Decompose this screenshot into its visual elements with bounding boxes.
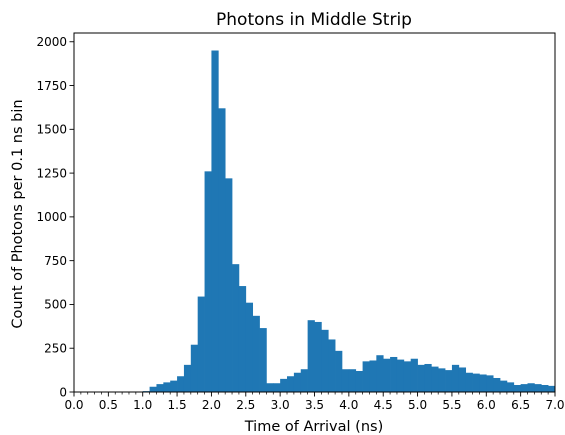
x-tick-label: 4.0 [339, 398, 358, 412]
histogram-bar [438, 368, 446, 392]
x-tick-label: 6.0 [477, 398, 496, 412]
histogram-bar [341, 369, 350, 392]
histogram-bar [232, 264, 240, 392]
y-tick-label: 2000 [36, 35, 67, 49]
histogram-bar [259, 328, 267, 392]
histogram-bar [321, 329, 329, 392]
histogram-bar [390, 356, 398, 392]
histogram-bar [548, 385, 556, 392]
x-tick-label: 4.5 [374, 398, 393, 412]
histogram-bar [486, 375, 494, 392]
y-tick-label: 1250 [36, 166, 67, 180]
histogram-bar [500, 380, 508, 392]
chart-title: Photons in Middle Strip [216, 10, 412, 30]
histogram-bar [383, 358, 391, 392]
histogram-bar [300, 369, 308, 392]
y-tick-label: 1500 [36, 123, 67, 137]
histogram-bar [541, 385, 549, 392]
histogram-bar [149, 386, 157, 392]
histogram-bar [493, 377, 501, 392]
x-tick-label: 1.0 [133, 398, 152, 412]
histogram-bar [328, 339, 336, 392]
histogram-bar [197, 296, 205, 392]
histogram-bars [142, 50, 556, 393]
x-axis-ticks: 0.0 0.5 1.0 1.5 2.0 2.5 3.0 3.5 4.0 4.5 5.0 5.5 6.0 6… [64, 392, 565, 412]
histogram-bar [287, 376, 295, 392]
histogram-bar [362, 361, 370, 392]
histogram-bar [376, 355, 384, 392]
histogram-bar [225, 178, 233, 392]
histogram-bar [293, 372, 302, 392]
histogram-bar [472, 373, 480, 392]
histogram-bar [273, 383, 281, 392]
histogram-bar [431, 366, 439, 392]
x-tick-label: 2.5 [236, 398, 255, 412]
histogram-bar [280, 378, 288, 392]
histogram-bar [204, 171, 212, 392]
histogram-bar [506, 382, 515, 392]
y-axis-title: Count of Photons per 0.1 ns bin [10, 99, 26, 328]
histogram-bar [424, 363, 432, 392]
histogram-bar [403, 361, 412, 392]
histogram-bar [266, 383, 274, 392]
x-tick-label: 0.0 [64, 398, 83, 412]
histogram-bar [458, 367, 467, 392]
y-axis-ticks: 0 250 500 750 1000 1250 1500 1750 2000 [36, 35, 74, 399]
histogram-bar [183, 364, 192, 392]
histogram-bar [314, 321, 322, 392]
x-axis-title: Time of Arrival (ns) [244, 419, 383, 435]
histogram-bar [396, 359, 405, 392]
histogram-bar [348, 369, 357, 392]
histogram-bar [534, 384, 542, 392]
x-tick-label: 6.5 [511, 398, 530, 412]
plot-frame [73, 32, 556, 393]
histogram-bar [520, 384, 528, 392]
x-tick-label: 7.0 [545, 398, 564, 412]
histogram-bar [245, 302, 254, 392]
histogram-bar [513, 385, 521, 392]
y-tick-label: 1750 [36, 79, 67, 93]
x-tick-label: 0.5 [99, 398, 118, 412]
x-tick-label: 5.0 [408, 398, 427, 412]
histogram-bar [335, 350, 343, 392]
x-tick-label: 5.5 [442, 398, 461, 412]
histogram-bar [190, 344, 199, 392]
histogram-bar [369, 360, 377, 392]
y-tick-label: 1000 [36, 210, 67, 224]
y-tick-label: 500 [44, 298, 67, 312]
histogram-bar [527, 383, 535, 392]
y-tick-label: 0 [59, 385, 67, 399]
histogram-bar [445, 370, 453, 392]
histogram-bar [417, 364, 425, 392]
histogram-bar [238, 286, 247, 392]
x-tick-label: 3.0 [271, 398, 290, 412]
histogram-bar [307, 320, 315, 392]
histogram-bar [451, 364, 460, 392]
histogram-bar [156, 384, 164, 392]
histogram-bar [218, 108, 226, 393]
y-tick-label: 250 [44, 342, 67, 356]
histogram-bar [355, 370, 363, 392]
x-tick-label: 2.0 [202, 398, 221, 412]
histogram-bar [163, 382, 171, 392]
x-tick-label: 1.5 [168, 398, 187, 412]
x-tick-label: 3.5 [305, 398, 324, 412]
histogram-bar [177, 376, 185, 392]
histogram-bar [465, 372, 473, 392]
histogram-bar [211, 50, 219, 392]
y-tick-label: 750 [44, 254, 67, 268]
histogram-bar [479, 374, 487, 392]
histogram-bar [252, 315, 260, 392]
histogram-bar [410, 358, 418, 392]
histogram-bar [170, 380, 178, 392]
